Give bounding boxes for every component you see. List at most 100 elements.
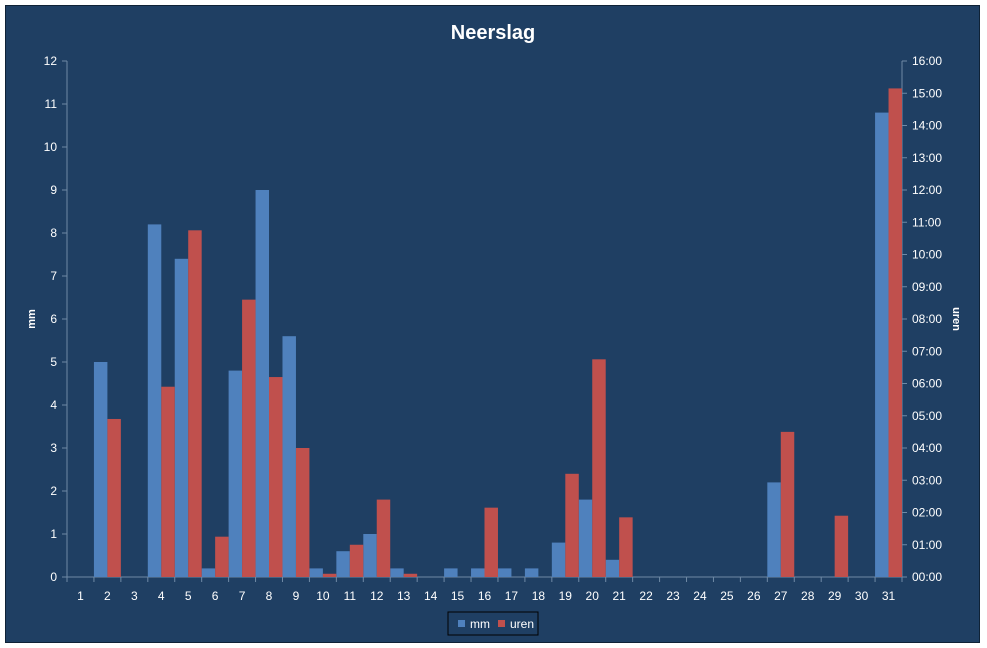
- y-axis-left-title: mm: [26, 309, 38, 329]
- legend-swatch-mm: [458, 620, 465, 627]
- x-tick-label: 1: [77, 589, 84, 603]
- bar-uren-19: [565, 473, 579, 577]
- x-tick-label: 8: [266, 589, 273, 603]
- bar-uren-9: [295, 448, 310, 577]
- x-tick-label: 15: [451, 589, 465, 603]
- x-tick-label: 23: [666, 589, 680, 603]
- y-right-tick-label: 04:00: [912, 441, 942, 455]
- bar-mm-9: [282, 336, 296, 577]
- bar-mm-20: [578, 499, 593, 577]
- y-right-tick-label: 16:00: [912, 54, 942, 68]
- y-right-tick-label: 09:00: [912, 280, 942, 294]
- bar-mm-16: [471, 568, 485, 577]
- legend-box: [447, 611, 539, 636]
- x-tick-label: 3: [131, 589, 138, 603]
- y-right-tick-label: 11:00: [912, 215, 941, 229]
- y-axis-right-title: uren: [950, 307, 962, 331]
- y-right-tick-label: 08:00: [912, 312, 942, 326]
- y-left-tick-label: 2: [50, 484, 57, 498]
- y-left-tick-label: 7: [50, 269, 57, 283]
- bar-uren-10: [322, 573, 337, 577]
- x-tick-label: 25: [720, 589, 734, 603]
- x-tick-label: 10: [316, 589, 330, 603]
- y-left-tick-label: 3: [50, 441, 57, 455]
- y-right-tick-label: 06:00: [912, 377, 942, 391]
- x-tick-label: 14: [424, 589, 438, 603]
- x-tick-label: 9: [293, 589, 300, 603]
- bar-uren-31: [888, 88, 902, 577]
- bar-mm-7: [228, 370, 243, 577]
- x-tick-label: 30: [855, 589, 869, 603]
- bar-uren-21: [619, 517, 633, 577]
- y-left-tick-label: 9: [50, 183, 57, 197]
- y-left-tick-label: 8: [50, 226, 57, 240]
- x-tick-label: 27: [774, 589, 788, 603]
- bar-mm-18: [524, 568, 539, 577]
- x-tick-label: 5: [185, 589, 192, 603]
- x-tick-label: 16: [478, 589, 492, 603]
- bar-mm-10: [309, 568, 323, 577]
- bar-uren-29: [834, 515, 849, 577]
- bar-uren-2: [107, 418, 121, 577]
- bar-mm-11: [336, 551, 350, 577]
- y-left-tick-label: 1: [50, 527, 57, 541]
- chart-title: Neerslag: [451, 22, 536, 44]
- y-right-tick-label: 02:00: [912, 506, 942, 520]
- bar-mm-2: [93, 362, 108, 577]
- legend-label-uren: uren: [510, 617, 534, 631]
- x-tick-label: 2: [104, 589, 111, 603]
- x-tick-label: 22: [639, 589, 653, 603]
- y-right-tick-label: 15:00: [912, 86, 942, 100]
- bar-mm-8: [255, 190, 270, 577]
- bar-uren-16: [484, 507, 498, 577]
- y-left-tick-label: 12: [44, 54, 58, 68]
- bar-uren-6: [215, 536, 229, 577]
- bar-mm-31: [875, 112, 889, 577]
- x-tick-label: 6: [212, 589, 219, 603]
- bars: [93, 88, 902, 577]
- bar-mm-19: [551, 542, 566, 577]
- y-right-tick-label: 00:00: [912, 570, 942, 584]
- x-tick-label: 28: [801, 589, 815, 603]
- x-tick-label: 21: [612, 589, 626, 603]
- axes: 012345678910111200:0001:0002:0003:0004:0…: [44, 54, 943, 603]
- y-right-tick-label: 03:00: [912, 473, 942, 487]
- y-right-tick-label: 10:00: [912, 248, 942, 262]
- bar-uren-13: [403, 573, 418, 577]
- x-tick-label: 29: [828, 589, 842, 603]
- y-left-tick-label: 6: [50, 312, 57, 326]
- bar-mm-15: [444, 568, 458, 577]
- bar-mm-12: [363, 534, 377, 577]
- bar-mm-21: [605, 559, 620, 577]
- y-left-tick-label: 10: [44, 140, 58, 154]
- bar-mm-17: [497, 568, 512, 577]
- bar-mm-27: [767, 482, 781, 577]
- y-right-tick-label: 13:00: [912, 151, 942, 165]
- x-tick-label: 17: [505, 589, 519, 603]
- y-left-tick-label: 11: [45, 97, 58, 111]
- legend: mm uren: [447, 611, 539, 636]
- y-left-tick-label: 5: [50, 355, 57, 369]
- bar-mm-4: [147, 224, 162, 577]
- bar-uren-12: [376, 499, 391, 577]
- bar-mm-5: [174, 258, 189, 577]
- bar-uren-20: [592, 359, 606, 577]
- x-tick-label: 12: [370, 589, 384, 603]
- bar-uren-8: [269, 377, 283, 577]
- x-tick-label: 4: [158, 589, 165, 603]
- x-tick-label: 26: [747, 589, 761, 603]
- bar-mm-13: [390, 568, 404, 577]
- y-right-tick-label: 07:00: [912, 344, 942, 358]
- legend-swatch-uren: [498, 620, 505, 627]
- bar-uren-7: [242, 299, 256, 577]
- bar-uren-11: [349, 544, 364, 577]
- legend-label-mm: mm: [470, 617, 490, 631]
- x-tick-label: 24: [693, 589, 707, 603]
- y-right-tick-label: 01:00: [912, 538, 942, 552]
- y-right-tick-label: 05:00: [912, 409, 942, 423]
- x-tick-label: 20: [586, 589, 600, 603]
- x-tick-label: 13: [397, 589, 411, 603]
- bar-mm-6: [201, 568, 216, 577]
- bar-uren-5: [188, 230, 202, 577]
